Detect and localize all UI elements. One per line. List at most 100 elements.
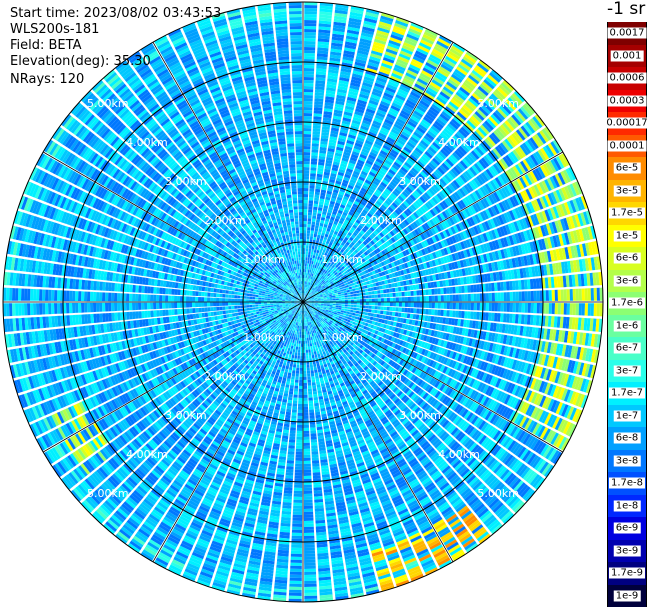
range-gate	[370, 168, 378, 175]
range-gate	[434, 288, 438, 295]
range-gate	[422, 67, 434, 76]
range-gate	[379, 195, 386, 202]
range-gate	[303, 164, 310, 168]
range-gate	[335, 305, 339, 308]
range-gate	[425, 89, 437, 98]
range-gate	[304, 5, 318, 9]
range-gate	[336, 225, 341, 230]
range-gate	[358, 232, 363, 238]
range-gate	[328, 66, 340, 71]
range-gate	[367, 174, 375, 180]
range-gate	[384, 89, 395, 97]
range-gate	[437, 68, 450, 78]
range-gate	[368, 188, 375, 194]
range-gate	[318, 260, 322, 264]
range-gate	[345, 302, 348, 305]
range-gate	[348, 314, 353, 318]
range-gate	[309, 239, 313, 243]
range-gate	[400, 151, 409, 159]
range-gate	[321, 132, 329, 136]
range-gate	[349, 85, 360, 91]
range-gate	[464, 53, 477, 64]
range-gate	[321, 268, 325, 272]
range-gate	[401, 291, 405, 297]
range-gate	[415, 80, 427, 89]
range-gate	[318, 273, 321, 277]
range-gate	[367, 157, 375, 163]
range-gate	[323, 111, 333, 116]
range-gate	[315, 222, 320, 226]
range-gate	[362, 23, 376, 30]
range-gate	[448, 50, 461, 60]
range-gate	[335, 100, 345, 106]
range-gate	[334, 9, 348, 15]
range-gate	[324, 199, 330, 204]
range-gate	[428, 302, 432, 309]
range-gate	[316, 237, 320, 242]
range-gate	[370, 50, 383, 57]
range-gate	[338, 79, 349, 85]
range-gate	[363, 195, 370, 202]
range-gate	[303, 83, 314, 87]
range-gate	[308, 292, 311, 295]
range-gate	[469, 72, 482, 83]
range-gate	[314, 95, 324, 99]
range-gate	[396, 185, 403, 193]
range-gate	[315, 77, 326, 82]
range-gate	[470, 311, 474, 320]
range-gate	[355, 290, 360, 294]
range-gate	[428, 108, 438, 117]
range-gate	[390, 105, 401, 112]
range-gate	[500, 302, 504, 312]
range-gate	[380, 65, 392, 72]
range-gate	[392, 190, 399, 197]
range-gate	[351, 216, 357, 222]
range-gate	[470, 302, 474, 311]
range-gate	[545, 303, 549, 314]
range-gate	[331, 226, 336, 231]
range-gate	[336, 94, 346, 100]
range-gate	[345, 216, 351, 222]
range-gate	[389, 204, 396, 211]
range-gate	[360, 125, 369, 131]
range-gate	[397, 195, 405, 202]
range-gate	[340, 291, 344, 294]
range-gate	[314, 92, 324, 96]
range-gate	[329, 267, 333, 271]
range-gate	[318, 20, 332, 25]
range-gate	[315, 185, 321, 190]
range-gate	[305, 254, 308, 258]
range-gate	[362, 119, 371, 126]
range-gate	[563, 303, 567, 315]
range-gate	[347, 309, 351, 312]
range-gate	[306, 284, 308, 288]
range-gate	[418, 75, 430, 84]
range-gate	[329, 200, 335, 205]
range-gate	[341, 306, 345, 309]
range-gate	[396, 91, 407, 99]
range-gate	[383, 310, 387, 315]
range-gate	[335, 296, 339, 299]
range-gate	[324, 99, 334, 104]
range-gate	[337, 171, 345, 177]
range-gate	[408, 94, 420, 102]
range-gate	[375, 175, 383, 181]
range-gate	[420, 97, 432, 106]
range-gate	[430, 144, 439, 152]
range-gate	[366, 64, 378, 71]
range-gate	[352, 148, 361, 154]
range-gate	[316, 283, 319, 287]
range-gate	[344, 306, 348, 309]
range-gate	[303, 125, 312, 129]
range-gate	[311, 283, 314, 287]
range-gate	[377, 290, 381, 294]
range-gate	[313, 206, 318, 211]
range-gate	[352, 73, 363, 79]
range-gate	[311, 149, 319, 153]
range-gate	[384, 51, 397, 58]
range-gate	[470, 293, 474, 302]
range-gate	[413, 177, 422, 185]
range-gate	[457, 89, 469, 99]
range-gate	[378, 206, 385, 213]
range-gate	[303, 215, 308, 219]
